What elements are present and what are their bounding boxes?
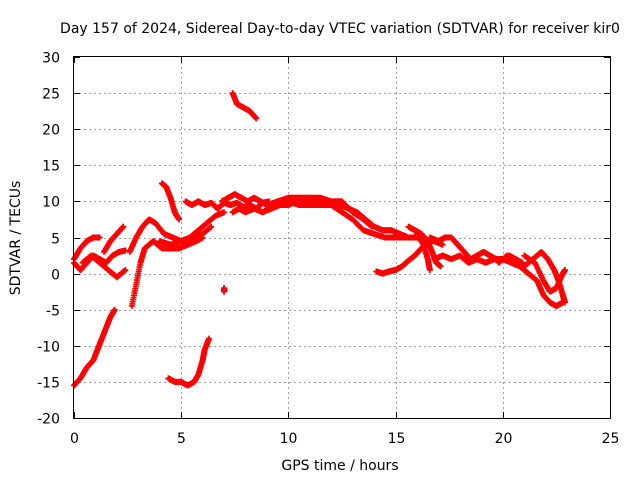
series-track-1 [71, 234, 103, 263]
series-track-20 [521, 252, 568, 295]
y-tick-label: 5 [51, 232, 60, 248]
series-track-4 [101, 223, 127, 255]
data-point [221, 209, 228, 216]
data-point [561, 266, 568, 273]
y-tick-label: 15 [42, 159, 60, 175]
grid-lines [74, 57, 610, 418]
plot-frame [73, 56, 611, 419]
data-point [176, 216, 183, 223]
x-axis-label: GPS time / hours [281, 458, 398, 474]
y-tick-label: -20 [37, 412, 60, 428]
y-tick-label: -5 [46, 304, 60, 320]
series-track-18 [431, 252, 566, 310]
data-point [206, 335, 213, 342]
x-tick-label: 25 [602, 431, 620, 447]
y-tick-label: 10 [42, 195, 60, 211]
series-track-5 [71, 306, 118, 389]
data-point [561, 299, 568, 306]
y-axis-label: SDTVAR / TECUs [8, 181, 24, 296]
data-point [439, 241, 446, 248]
axis-ticks [74, 57, 611, 419]
data-point [96, 234, 103, 241]
y-tick-label: 30 [42, 51, 60, 67]
data-point [111, 306, 118, 313]
series-track-14 [373, 245, 425, 277]
chart-title: Day 157 of 2024, Sidereal Day-to-day VTE… [60, 21, 620, 37]
y-tick-label: -10 [37, 340, 60, 356]
data-point [122, 266, 129, 273]
data-point [437, 263, 444, 270]
data-point [426, 266, 433, 273]
series-track-23 [165, 335, 213, 389]
series-track-19 [495, 248, 568, 306]
series-track-16 [414, 230, 433, 273]
series-track-13 [263, 198, 410, 241]
data-point [403, 234, 410, 241]
data-point [120, 223, 127, 230]
series-track-9 [158, 180, 183, 223]
series-track-8 [156, 223, 215, 248]
x-tick-labels: 0 5 10 15 20 25 [70, 431, 619, 447]
data-point [221, 288, 228, 295]
x-tick-label: 20 [495, 431, 513, 447]
series-track-3 [79, 252, 129, 281]
data-point [208, 223, 215, 230]
series-track-22 [221, 285, 228, 295]
series-track-21 [229, 90, 260, 122]
data-points [71, 90, 568, 389]
y-tick-label: 0 [51, 268, 60, 284]
y-tick-label: 25 [42, 87, 60, 103]
data-point [253, 115, 260, 122]
y-tick-label: 20 [42, 123, 60, 139]
x-tick-label: 15 [388, 431, 406, 447]
x-tick-label: 5 [177, 431, 186, 447]
y-tick-label: -15 [37, 376, 60, 392]
y-tick-labels: -20 -15 -10 -5 0 5 10 15 20 25 30 [37, 51, 60, 428]
x-tick-label: 10 [280, 431, 298, 447]
x-tick-label: 0 [70, 431, 79, 447]
